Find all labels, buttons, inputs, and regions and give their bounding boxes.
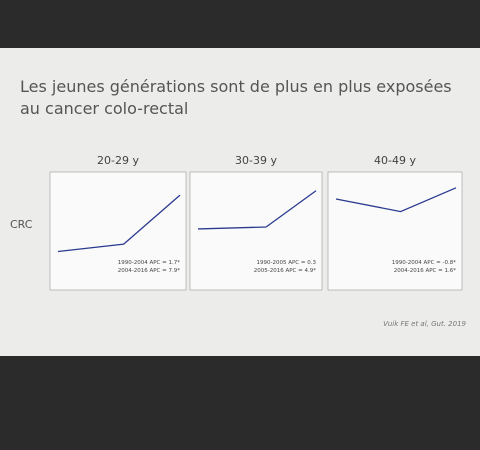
- annotation: 2004-2016 APC = 1.6*: [394, 268, 456, 274]
- annotation: 2005-2016 APC = 4.9*: [254, 268, 316, 274]
- chart-frame: [327, 171, 463, 291]
- slide-title: Les jeunes générations sont de plus en p…: [20, 77, 452, 118]
- citation: Vuik FE et al, Gut. 2019: [383, 320, 466, 328]
- annotation: 1990-2004 APC = -0.8*: [392, 260, 456, 266]
- charts: 20-29 y 1990-2004 APC = 1.7* 2004-2016 APC…: [49, 154, 463, 291]
- slide: Les jeunes générations sont de plus en p…: [0, 48, 480, 356]
- chart-frame: [49, 171, 187, 291]
- row-label: CRC: [10, 218, 33, 231]
- trend-line: [57, 194, 181, 253]
- trend-line: [197, 190, 317, 230]
- chart-title: 30-39 y: [235, 154, 277, 167]
- annotation: 1990-2005 APC = 0.3: [257, 260, 317, 266]
- annotation: 2004-2016 APC = 7.9*: [118, 268, 180, 274]
- chart-frame: [189, 171, 323, 291]
- trend-line: [335, 187, 457, 213]
- annotation: 1990-2004 APC = 1.7*: [118, 260, 180, 266]
- chart-title: 40-49 y: [374, 154, 416, 167]
- chart-title: 20-29 y: [97, 154, 139, 167]
